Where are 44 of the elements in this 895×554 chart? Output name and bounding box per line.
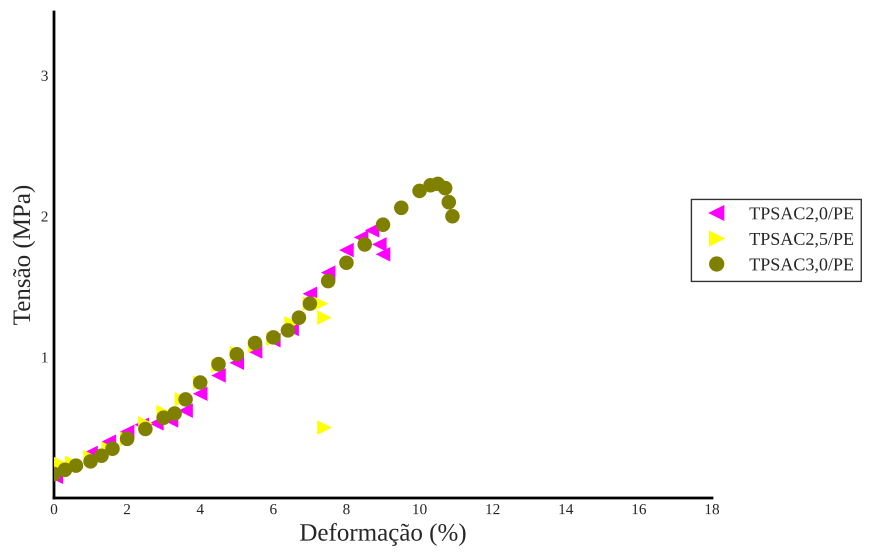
point — [438, 180, 452, 196]
point — [248, 336, 262, 350]
legend-label: TPSAC3,0/PE — [750, 258, 854, 274]
point — [178, 392, 193, 407]
x-tick-label: 18 — [706, 504, 720, 514]
y-axis-title: Tensão (MPa) — [12, 186, 36, 325]
point — [442, 194, 456, 210]
point — [376, 217, 390, 232]
y-tick-label: 1 — [42, 352, 48, 362]
y-tick-label: 3 — [42, 70, 48, 81]
point — [445, 208, 460, 224]
x-tick-label: 14 — [559, 504, 574, 514]
point — [68, 458, 84, 473]
legend-label: TPSAC2,5/PE — [750, 232, 854, 248]
x-tick-label: 10 — [413, 504, 427, 514]
x-tick-label: 4 — [196, 504, 204, 514]
point — [320, 274, 336, 288]
point — [317, 420, 332, 435]
point — [292, 310, 306, 325]
point — [412, 184, 427, 198]
point — [394, 200, 409, 216]
point — [192, 386, 208, 402]
point — [376, 247, 390, 262]
x-axis-title: Deformação (%) — [300, 522, 466, 546]
x-tick-label: 6 — [270, 504, 277, 514]
x-tick-label: 8 — [343, 504, 350, 514]
point — [339, 242, 354, 258]
point — [167, 406, 182, 421]
point — [372, 237, 387, 252]
x-tick-label: 12 — [486, 504, 500, 514]
point — [357, 237, 372, 252]
x-tick-label: 0 — [50, 504, 58, 514]
legend-label: TPSAC2,0/PE — [750, 207, 854, 222]
point — [83, 454, 98, 469]
point — [105, 441, 120, 456]
point — [94, 448, 109, 464]
point — [138, 422, 153, 436]
point — [339, 255, 354, 270]
y-tick-label: 2 — [41, 211, 48, 222]
x-tick-label: 2 — [124, 504, 130, 514]
point — [317, 310, 332, 325]
point — [280, 323, 296, 338]
x-tick-label: 16 — [632, 504, 646, 514]
point — [211, 368, 226, 383]
